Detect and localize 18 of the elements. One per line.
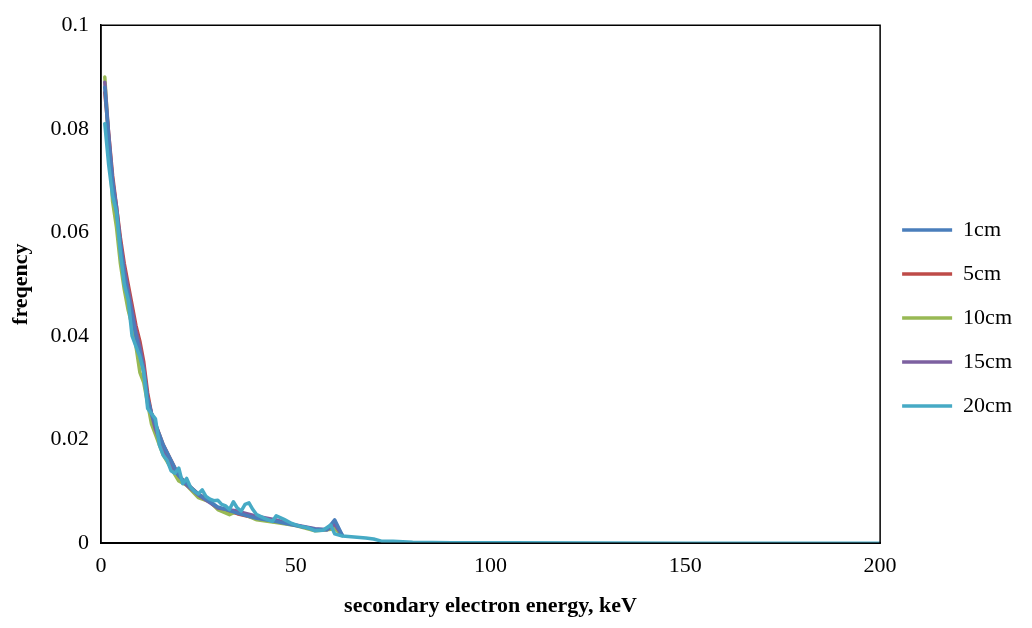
legend-label: 20cm [963,391,1013,417]
x-tick-label: 50 [284,552,307,578]
y-tick-label: 0 [77,528,89,554]
legend-label: 1cm [963,215,1002,241]
x-axis-title: secondary electron energy, keV [344,592,638,618]
x-tick-label: 0 [95,552,107,578]
y-tick-label: 0.02 [50,425,89,451]
y-tick-label: 0.1 [61,10,89,36]
legend-label: 15cm [963,347,1013,373]
legend-label: 10cm [963,303,1013,329]
y-tick-label: 0.08 [50,114,89,140]
y-tick-label: 0.06 [50,218,89,244]
legend-label: 5cm [963,259,1002,285]
x-tick-label: 150 [668,552,702,578]
y-tick-label: 0.04 [50,321,89,347]
x-tick-label: 100 [474,552,508,578]
y-axis-title: freqency [6,243,32,325]
x-tick-label: 200 [863,552,897,578]
